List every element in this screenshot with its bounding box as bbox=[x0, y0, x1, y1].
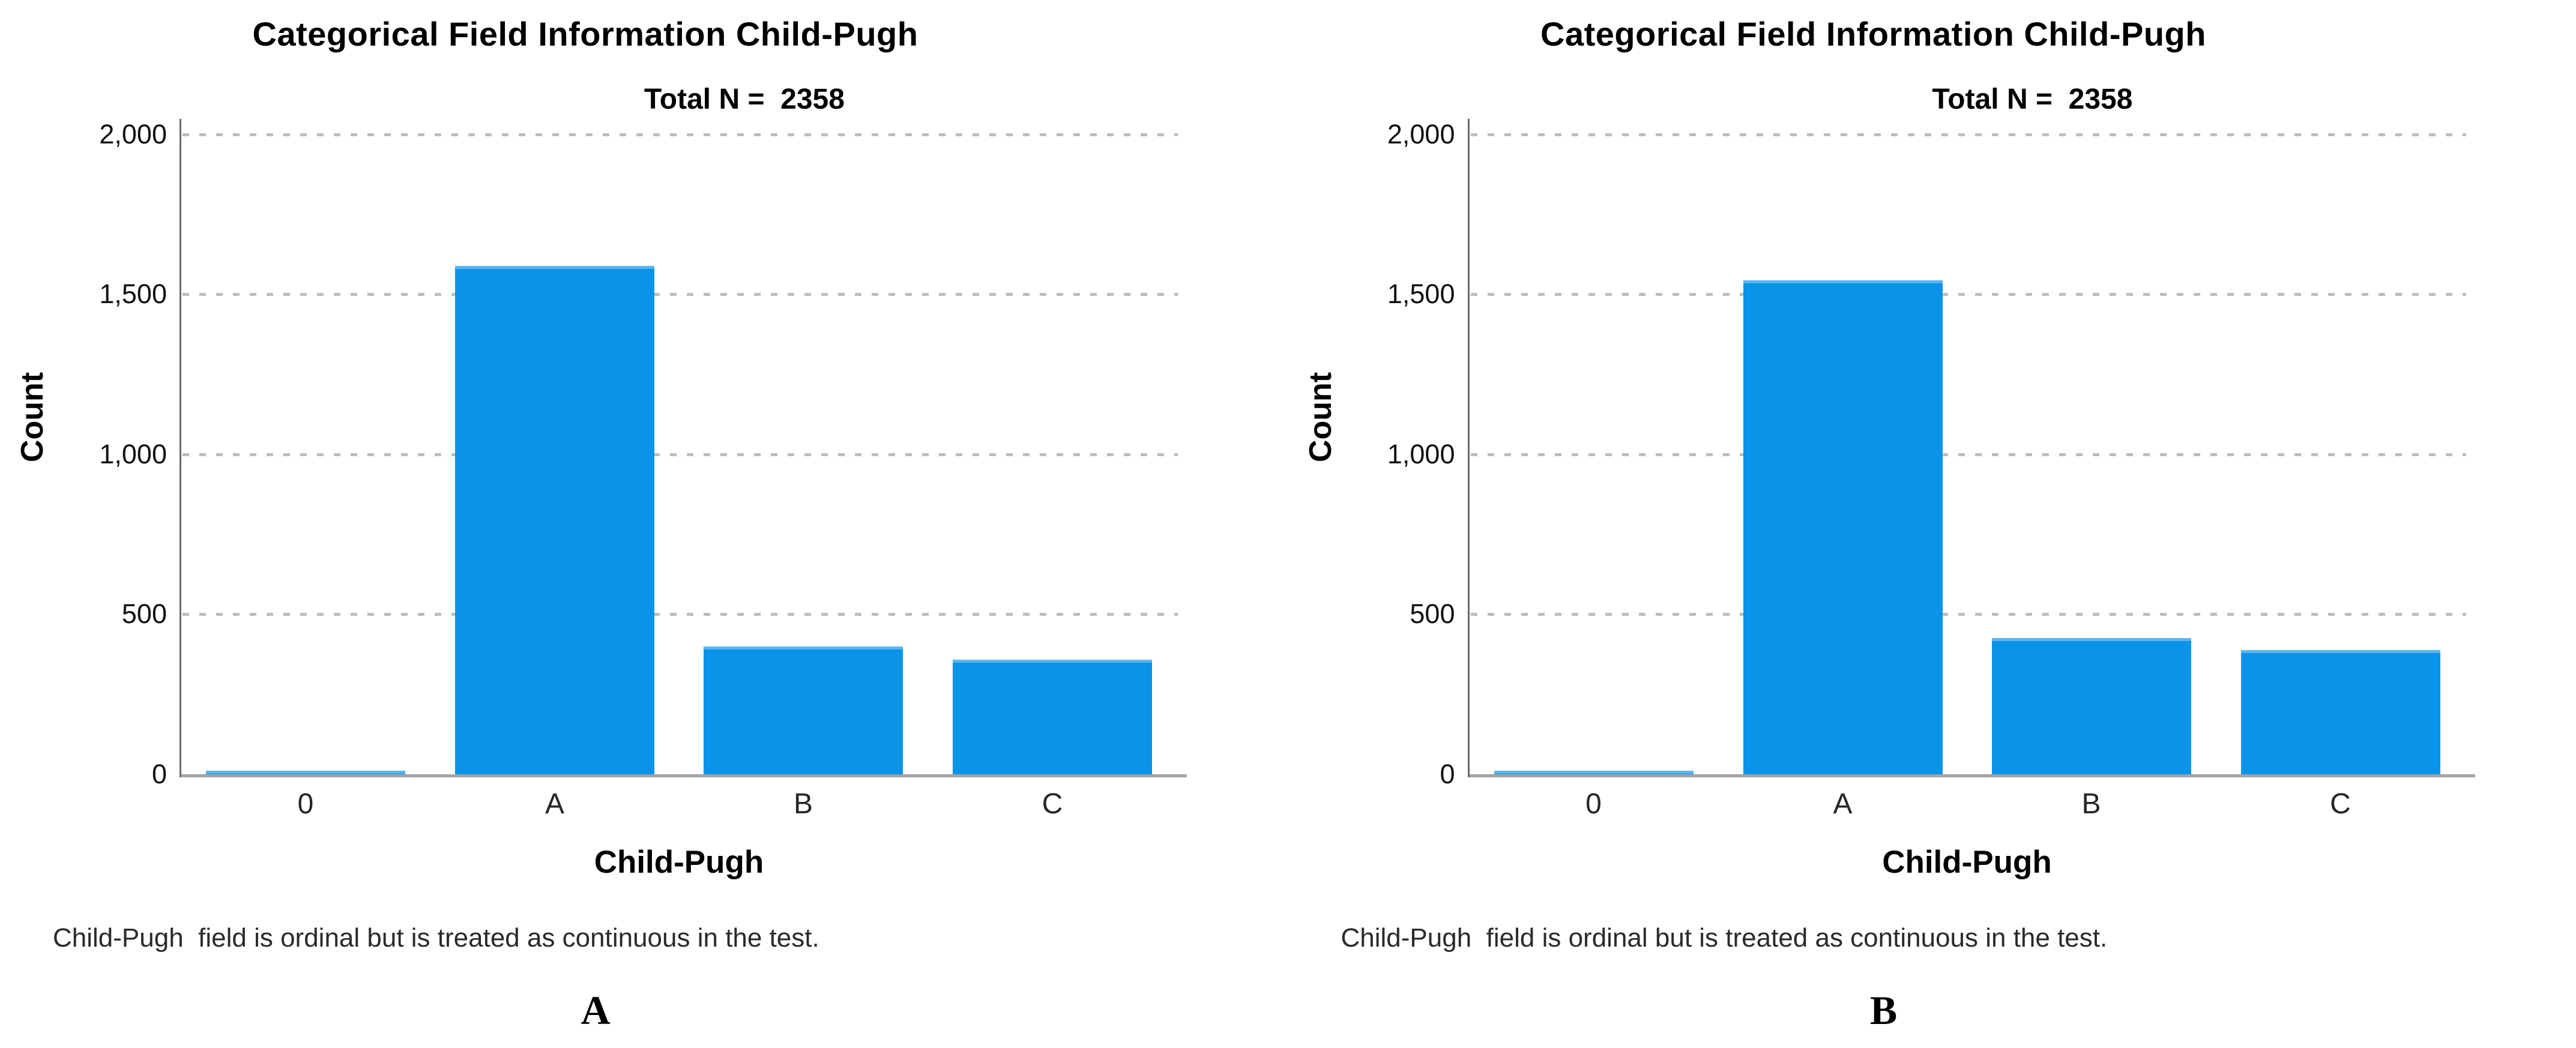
x-tick-label: C bbox=[2330, 788, 2351, 820]
gridline bbox=[1470, 613, 2466, 616]
y-tick-label: 1,000 bbox=[99, 438, 167, 469]
y-axis-line bbox=[179, 119, 181, 777]
y-tick-label: 0 bbox=[1440, 759, 1455, 789]
bar bbox=[1743, 280, 1943, 774]
y-tick-label: 1,500 bbox=[1387, 279, 1455, 310]
bar bbox=[953, 660, 1152, 774]
bar bbox=[455, 266, 654, 774]
gridline bbox=[182, 613, 1178, 616]
y-axis-line bbox=[1467, 119, 1470, 777]
y-tick-label: 2,000 bbox=[99, 118, 167, 149]
y-tick-label: 2,000 bbox=[1387, 118, 1455, 149]
bar bbox=[1494, 771, 1694, 774]
total-n-label: Total N = 2358 bbox=[644, 83, 845, 115]
bar bbox=[2240, 650, 2440, 774]
bar bbox=[206, 771, 405, 774]
chart-panel-b: Categorical Field Information Child-Pugh… bbox=[1288, 0, 2576, 1048]
x-tick-label: B bbox=[2081, 788, 2101, 820]
x-tick-label: 0 bbox=[1585, 788, 1602, 820]
plot-area bbox=[179, 119, 1187, 777]
chart-panel-a: Categorical Field Information Child-Pugh… bbox=[15, 15, 1187, 1033]
y-tick-label: 500 bbox=[1410, 598, 1455, 630]
y-tick-label: 1,000 bbox=[1387, 438, 1455, 469]
x-tick-label: A bbox=[544, 788, 564, 820]
x-tick-label: B bbox=[793, 788, 813, 820]
x-tick-label: C bbox=[1042, 788, 1063, 820]
gridline bbox=[1470, 453, 2466, 456]
x-axis-title: Child-Pugh bbox=[594, 845, 764, 880]
x-axis-title: Child-Pugh bbox=[1882, 845, 2052, 880]
x-tick-label: A bbox=[1833, 788, 1853, 820]
chart-title: Categorical Field Information Child-Pugh bbox=[1540, 15, 2206, 53]
bar bbox=[704, 646, 903, 774]
chart-title: Categorical Field Information Child-Pugh bbox=[252, 15, 918, 53]
footnote: Child-Pugh field is ordinal but is treat… bbox=[53, 923, 819, 953]
bar bbox=[1991, 638, 2191, 774]
x-axis-line bbox=[1467, 774, 2475, 777]
gridline bbox=[1470, 293, 2466, 297]
gridline bbox=[1470, 133, 2466, 136]
plot-area bbox=[1467, 119, 2475, 777]
gridline bbox=[182, 293, 1178, 297]
panel-label: A bbox=[581, 987, 611, 1033]
x-tick-label: 0 bbox=[297, 788, 314, 820]
y-tick-label: 1,500 bbox=[99, 279, 167, 310]
y-tick-label: 500 bbox=[121, 598, 167, 630]
total-n-label: Total N = 2358 bbox=[1932, 83, 2133, 115]
y-tick-label: 0 bbox=[151, 759, 167, 789]
panel-label: B bbox=[1869, 987, 1898, 1033]
footnote: Child-Pugh field is ordinal but is treat… bbox=[1341, 923, 2108, 953]
x-axis-line bbox=[179, 774, 1187, 777]
gridline bbox=[182, 453, 1178, 456]
gridline bbox=[182, 133, 1178, 136]
